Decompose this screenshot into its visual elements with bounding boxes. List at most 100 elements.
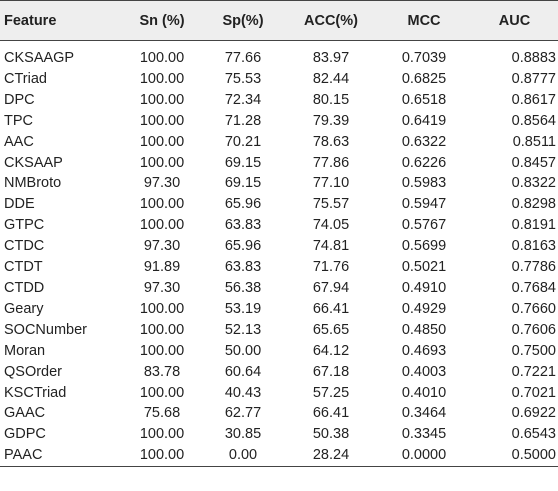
cell-sp: 65.96 [224,238,262,255]
cell-sp: 0.00 [201,445,285,468]
cell-acc: 71.76 [312,259,350,276]
column-header-sn: Sn (%) [123,0,201,41]
cell-mcc: 0.3464 [401,405,447,422]
cell-feature: CTDT [4,259,43,276]
cell-acc: 64.12 [312,342,350,359]
table-row: GAAC 75.68 62.77 66.41 0.3464 0.6922 [0,403,558,424]
cell-auc: 0.8777 [511,70,556,87]
feature-performance-table: Feature Sn (%) Sp(%) ACC(%) MCC AUC CKSA… [0,0,558,468]
cell-mcc: 0.5767 [401,217,447,234]
cell-feature: CTDC [4,238,45,255]
cell-sp: 65.96 [224,196,262,213]
table-header: Feature Sn (%) Sp(%) ACC(%) MCC AUC [0,0,558,41]
cell-auc: 0.8883 [511,50,556,66]
cell-feature: TPC [4,112,33,129]
cell-mcc: 0.6322 [401,133,447,150]
cell-sn: 100.00 [139,91,185,108]
table-row: CKSAAGP 100.00 77.66 83.97 0.7039 0.8883 [0,41,558,69]
cell-sn: 100.00 [139,426,185,443]
cell-feature: AAC [4,133,34,150]
cell-sn: 97.30 [143,238,181,255]
cell-acc: 66.41 [312,405,350,422]
cell-mcc: 0.5947 [401,196,447,213]
cell-feature: SOCNumber [4,321,87,338]
table-row: Moran 100.00 50.00 64.12 0.4693 0.7500 [0,341,558,362]
cell-sn: 100.00 [139,196,185,213]
cell-auc: 0.6922 [511,405,556,422]
table-row: CKSAAP 100.00 69.15 77.86 0.6226 0.8457 [0,153,558,174]
table-row: DPC 100.00 72.34 80.15 0.6518 0.8617 [0,90,558,111]
cell-feature: CTDD [4,279,45,296]
cell-acc: 65.65 [312,321,350,338]
cell-acc: 74.05 [312,217,350,234]
cell-auc: 0.8163 [511,238,556,255]
cell-mcc: 0.7039 [401,50,447,66]
cell-mcc: 0.3345 [401,426,447,443]
cell-auc: 0.7021 [511,384,556,401]
cell-auc: 0.7684 [511,279,556,296]
cell-sp: 72.34 [224,91,262,108]
table-row: DDE 100.00 65.96 75.57 0.5947 0.8298 [0,194,558,215]
table-row: PAAC 100.00 0.00 28.24 0.0000 0.5000 [0,445,558,468]
cell-acc: 82.44 [312,70,350,87]
table-row: CTDT 91.89 63.83 71.76 0.5021 0.7786 [0,257,558,278]
cell-sp: 70.21 [224,133,262,150]
cell-acc: 28.24 [285,445,377,468]
cell-mcc: 0.4850 [401,321,447,338]
cell-mcc: 0.6419 [401,112,447,129]
cell-acc: 74.81 [312,238,350,255]
cell-feature: DDE [4,196,35,213]
header-row: Feature Sn (%) Sp(%) ACC(%) MCC AUC [0,0,558,41]
cell-sp: 69.15 [224,175,262,192]
column-header-feature: Feature [0,0,123,41]
cell-sn: 97.30 [143,279,181,296]
table-row: QSOrder 83.78 60.64 67.18 0.4003 0.7221 [0,362,558,383]
cell-sp: 63.83 [224,217,262,234]
cell-mcc: 0.4003 [401,363,447,380]
cell-auc: 0.8564 [511,112,556,129]
cell-sp: 77.66 [224,50,262,66]
table-row: CTDC 97.30 65.96 74.81 0.5699 0.8163 [0,236,558,257]
cell-acc: 77.10 [312,175,350,192]
column-header-sp: Sp(%) [201,0,285,41]
cell-sp: 50.00 [224,342,262,359]
cell-sp: 56.38 [224,279,262,296]
cell-acc: 77.86 [312,154,350,171]
cell-mcc: 0.6518 [401,91,447,108]
table-row: AAC 100.00 70.21 78.63 0.6322 0.8511 [0,132,558,153]
cell-sp: 40.43 [224,384,262,401]
cell-mcc: 0.4929 [401,300,447,317]
cell-auc: 0.7500 [511,342,556,359]
cell-feature: PAAC [0,445,123,468]
cell-feature: NMBroto [4,175,62,192]
cell-sp: 69.15 [224,154,262,171]
cell-sn: 100.00 [139,217,185,234]
column-header-auc: AUC [471,0,558,41]
cell-sn: 100.00 [139,70,185,87]
cell-feature: Moran [4,342,46,359]
cell-sp: 30.85 [224,426,262,443]
cell-mcc: 0.0000 [377,445,471,468]
cell-sn: 100.00 [123,445,201,468]
cell-sp: 63.83 [224,259,262,276]
table-row: CTriad 100.00 75.53 82.44 0.6825 0.8777 [0,69,558,90]
cell-feature: GTPC [4,217,45,234]
cell-feature: DPC [4,91,35,108]
cell-sn: 100.00 [139,321,185,338]
cell-acc: 57.25 [312,384,350,401]
cell-mcc: 0.5983 [401,175,447,192]
table-row: CTDD 97.30 56.38 67.94 0.4910 0.7684 [0,278,558,299]
cell-sn: 97.30 [143,175,181,192]
cell-feature: CKSAAP [4,154,63,171]
table-row: GTPC 100.00 63.83 74.05 0.5767 0.8191 [0,215,558,236]
cell-sn: 91.89 [143,259,181,276]
cell-acc: 80.15 [312,91,350,108]
cell-sn: 100.00 [139,300,185,317]
cell-feature: Geary [4,300,44,317]
column-header-mcc: MCC [377,0,471,41]
cell-sp: 62.77 [224,405,262,422]
cell-auc: 0.8191 [511,217,556,234]
cell-acc: 79.39 [312,112,350,129]
cell-sp: 60.64 [224,363,262,380]
cell-sn: 100.00 [139,342,185,359]
